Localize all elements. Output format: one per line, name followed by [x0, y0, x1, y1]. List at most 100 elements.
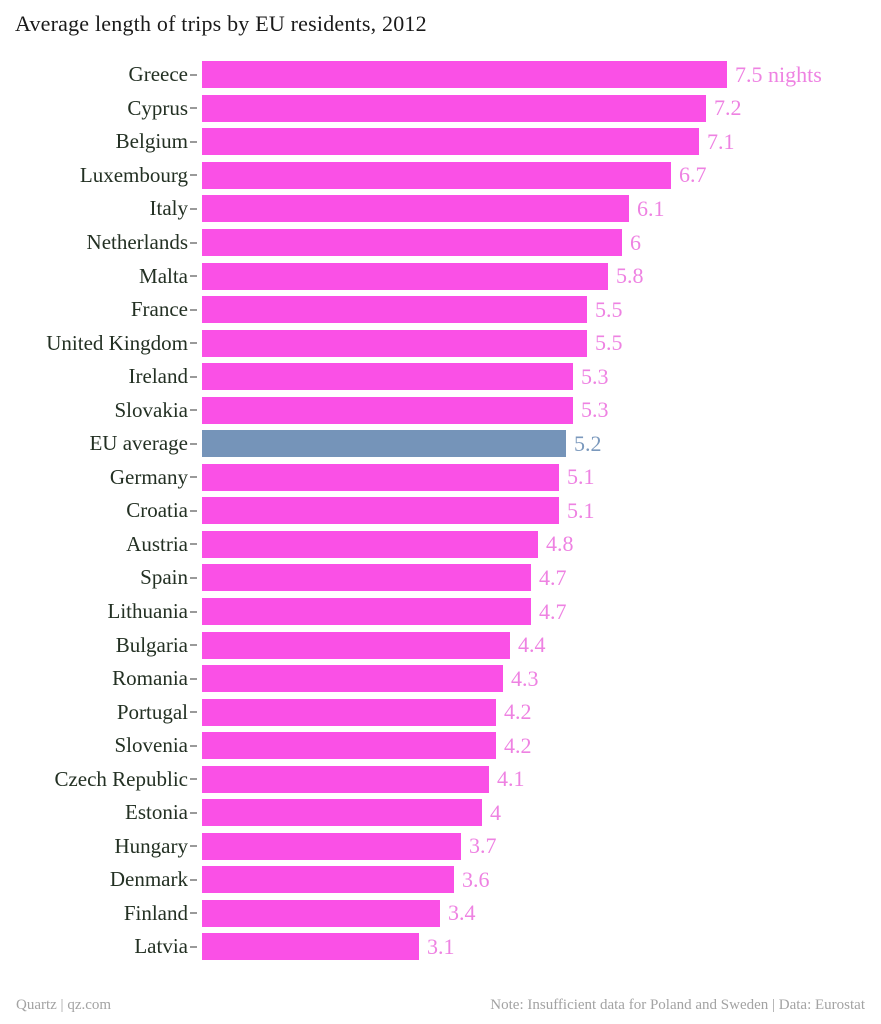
- footer: Quartz | qz.com Note: Insufficient data …: [16, 997, 865, 1014]
- axis-tick-mark: [190, 811, 197, 814]
- category-label-latvia: Latvia: [134, 934, 188, 959]
- chart-row-hungary: Hungary 3.7: [0, 830, 881, 864]
- value-label-slovakia: 5.3: [581, 397, 609, 423]
- value-label-latvia: 3.1: [427, 933, 455, 959]
- category-label-eu-average: EU average: [89, 431, 188, 456]
- chart-row-france: France 5.5: [0, 293, 881, 327]
- value-label-cyprus: 7.2: [714, 95, 742, 121]
- axis-tick-mark: [190, 644, 197, 647]
- value-label-greece: 7.5 nights: [735, 61, 822, 87]
- value-label-hungary: 3.7: [469, 833, 497, 859]
- axis-tick-mark: [190, 778, 197, 781]
- bar-eu-average: [202, 430, 566, 458]
- axis-tick-mark: [190, 342, 197, 345]
- chart-row-greece: Greece 7.5 nights: [0, 58, 881, 92]
- value-label-austria: 4.8: [546, 531, 574, 557]
- bar-germany: [202, 463, 559, 491]
- category-label-portugal: Portugal: [116, 699, 188, 724]
- bar-slovakia: [202, 396, 573, 424]
- value-label-spain: 4.7: [539, 564, 567, 590]
- chart-row-slovenia: Slovenia 4.2: [0, 729, 881, 763]
- chart-row-croatia: Croatia 5.1: [0, 494, 881, 528]
- chart-row-eu-average: EU average 5.2: [0, 427, 881, 461]
- axis-tick-mark: [190, 174, 197, 177]
- bar-france: [202, 296, 587, 324]
- chart-row-czech-republic: Czech Republic 4.1: [0, 762, 881, 796]
- chart-row-ireland: Ireland 5.3: [0, 360, 881, 394]
- chart-row-denmark: Denmark 3.6: [0, 863, 881, 897]
- chart-row-austria: Austria 4.8: [0, 528, 881, 562]
- value-label-malta: 5.8: [616, 263, 644, 289]
- footer-note: Note: Insufficient data for Poland and S…: [490, 997, 865, 1013]
- value-label-romania: 4.3: [511, 665, 539, 691]
- category-label-netherlands: Netherlands: [86, 230, 188, 254]
- bar-belgium: [202, 128, 699, 156]
- bar-romania: [202, 665, 503, 693]
- chart-row-latvia: Latvia 3.1: [0, 930, 881, 964]
- value-label-estonia: 4: [490, 799, 501, 825]
- category-label-slovakia: Slovakia: [114, 397, 189, 422]
- axis-tick-mark: [190, 207, 197, 210]
- category-label-france: France: [130, 297, 188, 322]
- category-label-bulgaria: Bulgaria: [115, 632, 188, 657]
- axis-tick-mark: [190, 610, 197, 613]
- axis-tick-mark: [190, 543, 197, 546]
- chart-row-estonia: Estonia 4: [0, 796, 881, 830]
- category-label-denmark: Denmark: [109, 867, 188, 892]
- axis-tick-mark: [190, 912, 197, 915]
- value-label-bulgaria: 4.4: [518, 632, 546, 658]
- category-label-united-kingdom: United Kingdom: [46, 330, 188, 355]
- bar-denmark: [202, 866, 454, 894]
- category-label-italy: Italy: [149, 196, 188, 221]
- bar-spain: [202, 564, 531, 592]
- chart-row-romania: Romania 4.3: [0, 662, 881, 696]
- category-label-belgium: Belgium: [115, 129, 188, 154]
- axis-tick-mark: [190, 476, 197, 479]
- category-label-spain: Spain: [140, 565, 188, 590]
- category-label-romania: Romania: [112, 666, 188, 691]
- axis-tick-mark: [190, 73, 197, 76]
- bar-croatia: [202, 497, 559, 525]
- chart-row-lithuania: Lithuania 4.7: [0, 595, 881, 629]
- chart-row-slovakia: Slovakia 5.3: [0, 393, 881, 427]
- value-label-lithuania: 4.7: [539, 598, 567, 624]
- axis-tick-mark: [190, 241, 197, 244]
- category-label-austria: Austria: [126, 531, 188, 556]
- axis-tick-mark: [190, 677, 197, 680]
- chart-row-netherlands: Netherlands 6: [0, 226, 881, 260]
- value-label-portugal: 4.2: [504, 699, 532, 725]
- axis-tick-mark: [190, 845, 197, 848]
- chart-row-luxembourg: Luxembourg 6.7: [0, 159, 881, 193]
- chart-row-cyprus: Cyprus 7.2: [0, 92, 881, 126]
- value-label-slovenia: 4.2: [504, 732, 532, 758]
- value-label-denmark: 3.6: [462, 866, 490, 892]
- bar-cyprus: [202, 94, 706, 122]
- bar-lithuania: [202, 598, 531, 626]
- axis-tick-mark: [190, 878, 197, 881]
- value-label-czech-republic: 4.1: [497, 766, 525, 792]
- axis-tick-mark: [190, 107, 197, 110]
- bar-bulgaria: [202, 631, 510, 659]
- chart-title: Average length of trips by EU residents,…: [15, 11, 427, 36]
- axis-tick-mark: [190, 140, 197, 143]
- bar-luxembourg: [202, 161, 671, 189]
- chart-row-belgium: Belgium 7.1: [0, 125, 881, 159]
- value-label-croatia: 5.1: [567, 497, 595, 523]
- category-label-slovenia: Slovenia: [114, 733, 189, 758]
- value-label-united-kingdom: 5.5: [595, 330, 623, 356]
- chart-row-bulgaria: Bulgaria 4.4: [0, 628, 881, 662]
- axis-tick-mark: [190, 744, 197, 747]
- bar-ireland: [202, 363, 573, 391]
- bar-hungary: [202, 832, 461, 860]
- axis-tick-mark: [190, 375, 197, 378]
- category-label-malta: Malta: [139, 263, 188, 288]
- bar-chart: Greece 7.5 nights Cyprus 7.2 Belgium 7.1 Luxem…: [0, 58, 881, 964]
- bar-finland: [202, 899, 440, 927]
- category-label-hungary: Hungary: [114, 833, 188, 858]
- chart-row-germany: Germany 5.1: [0, 461, 881, 495]
- value-label-ireland: 5.3: [581, 363, 609, 389]
- footer-brand: Quartz | qz.com: [16, 997, 112, 1013]
- category-label-germany: Germany: [109, 464, 188, 489]
- bar-latvia: [202, 933, 419, 961]
- bar-slovenia: [202, 732, 496, 760]
